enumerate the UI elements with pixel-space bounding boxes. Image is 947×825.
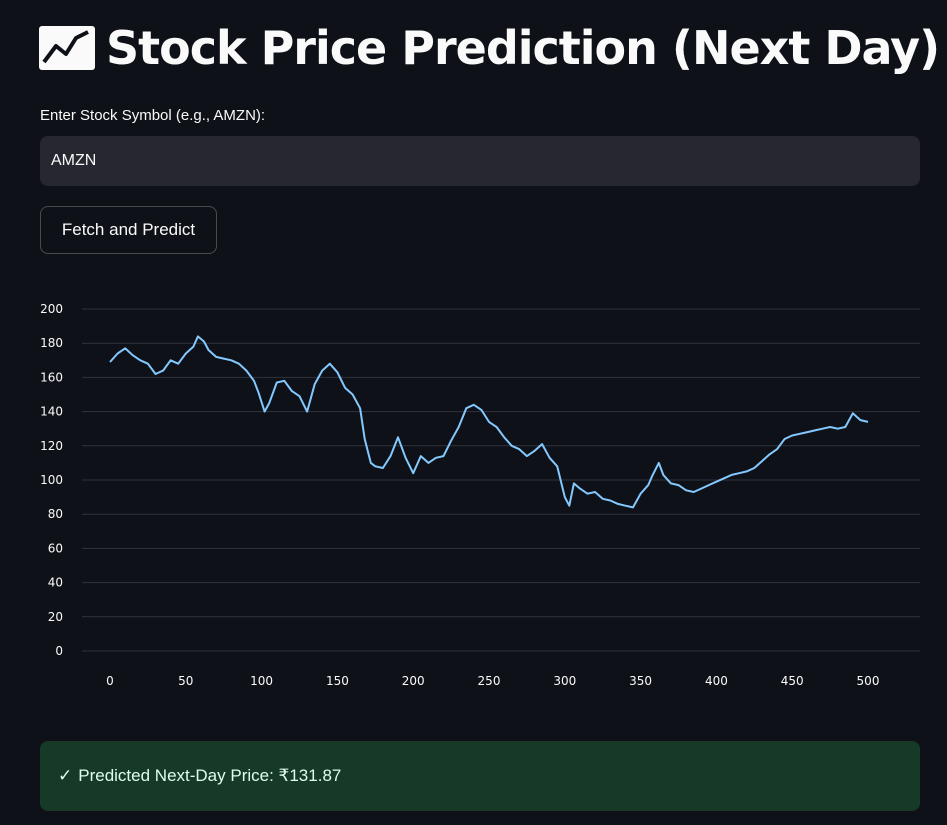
y-tick-label: 20 — [48, 610, 63, 624]
y-tick-label: 40 — [48, 576, 63, 590]
symbol-input-label: Enter Stock Symbol (e.g., AMZN): — [40, 107, 266, 124]
x-tick-label: 50 — [178, 674, 193, 688]
y-tick-label: 140 — [40, 405, 63, 419]
x-tick-label: 100 — [250, 674, 273, 688]
x-tick-label: 150 — [326, 674, 349, 688]
x-tick-label: 250 — [478, 674, 501, 688]
price-chart: 0 20 40 60 80 100 120 140 160 180 200 0 50 100 150 200 2… — [0, 290, 947, 700]
y-tick-label: 120 — [40, 439, 63, 453]
y-tick-label: 100 — [40, 473, 63, 487]
fetch-and-predict-button[interactable]: Fetch and Predict — [40, 206, 217, 254]
symbol-input[interactable] — [40, 136, 920, 186]
page-header: Stock Price Prediction (Next Day) — [38, 18, 940, 78]
x-tick-label: 0 — [106, 674, 114, 688]
x-tick-label: 350 — [629, 674, 652, 688]
y-tick-label: 200 — [40, 302, 63, 316]
prediction-result-alert: ✓ Predicted Next-Day Price: ₹131.87 — [40, 741, 920, 811]
chart-increasing-icon — [38, 24, 96, 72]
page-title: Stock Price Prediction (Next Day) — [106, 21, 940, 75]
prediction-result-text: Predicted Next-Day Price: ₹131.87 — [78, 766, 342, 785]
x-tick-label: 300 — [553, 674, 576, 688]
x-tick-label: 500 — [857, 674, 880, 688]
y-tick-label: 180 — [40, 336, 63, 350]
x-tick-label: 200 — [402, 674, 425, 688]
y-tick-label: 0 — [55, 644, 63, 658]
price-chart-svg: 0 20 40 60 80 100 120 140 160 180 200 0 50 100 150 200 2… — [40, 302, 920, 688]
price-series-line — [109, 335, 869, 509]
y-tick-label: 60 — [48, 541, 63, 555]
y-tick-label: 160 — [40, 370, 63, 384]
x-tick-label: 450 — [781, 674, 804, 688]
y-tick-label: 80 — [48, 507, 63, 521]
check-icon: ✓ — [58, 766, 73, 786]
x-tick-label: 400 — [705, 674, 728, 688]
